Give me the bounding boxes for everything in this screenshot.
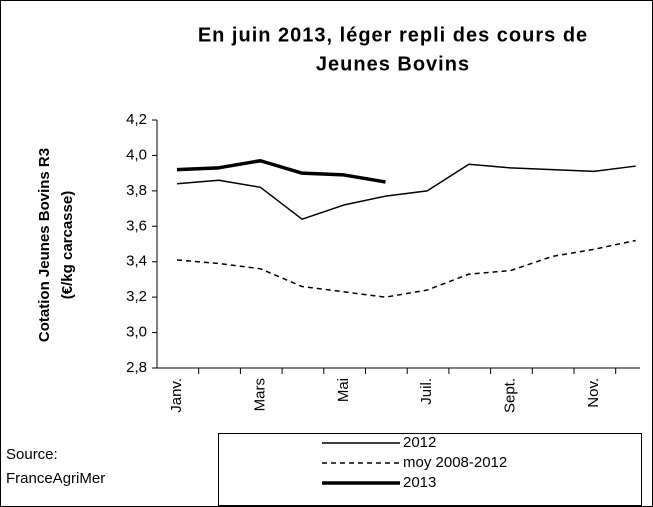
x-tick-label: Janv.: [168, 378, 185, 413]
y-tick-label: 4,2: [126, 111, 147, 128]
source: FranceAgriMer: [6, 470, 105, 487]
series-line: [176, 239, 636, 298]
y-tick-label: 4,0: [126, 146, 147, 163]
legend-label: 2012: [403, 434, 436, 451]
x-tick-label: Juil.: [418, 378, 435, 405]
x-tick-label: Sept.: [502, 378, 519, 413]
y-tick-label: 3,8: [126, 182, 147, 199]
y-tick-label: 3,2: [126, 288, 147, 305]
legend-label: moy 2008-2012: [403, 454, 507, 471]
x-tick-label: Mars: [251, 378, 268, 411]
chart-title: Jeunes Bovins: [316, 53, 470, 75]
series-line: [176, 163, 636, 220]
y-axis-label: (€/kg carcasse): [59, 191, 76, 299]
y-tick-label: 3,0: [126, 324, 147, 341]
y-tick-label: 2,8: [126, 359, 147, 376]
source: Source:: [6, 446, 58, 463]
y-tick-label: 3,4: [126, 253, 147, 270]
y-axis-label: Cotation Jeunes Bovins R3: [36, 148, 53, 342]
x-tick-label: Nov.: [585, 378, 602, 408]
chart-title: En juin 2013, léger repli des cours de: [198, 24, 588, 46]
legend-label: 2013: [403, 474, 436, 491]
legend: [218, 433, 642, 506]
series-line: [176, 158, 386, 184]
x-tick-label: Mai: [335, 378, 352, 402]
y-tick-label: 3,6: [126, 217, 147, 234]
